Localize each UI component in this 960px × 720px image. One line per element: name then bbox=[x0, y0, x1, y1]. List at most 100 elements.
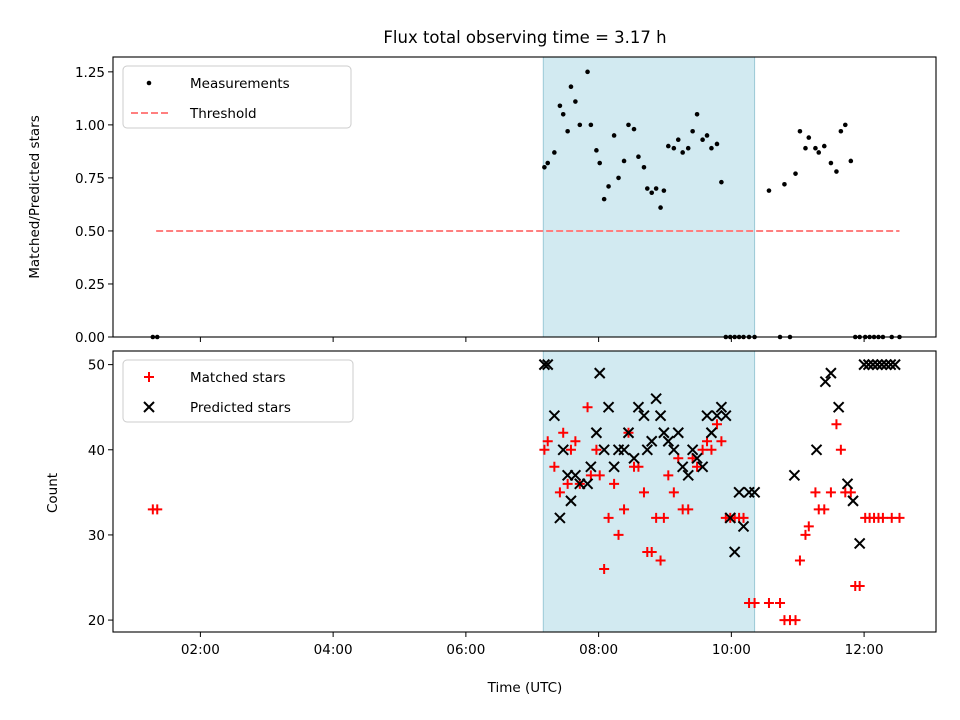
predicted-star-point bbox=[632, 401, 645, 413]
matched-star-point bbox=[565, 444, 576, 455]
matched-star-point bbox=[831, 419, 842, 430]
predicted-star-point bbox=[654, 410, 667, 422]
predicted-star-point bbox=[733, 486, 745, 499]
matched-star-point bbox=[152, 504, 163, 515]
predicted-star-point bbox=[608, 461, 620, 473]
predicted-star-point bbox=[569, 469, 582, 482]
bottom-legend-label: Predicted stars bbox=[190, 400, 291, 416]
measurement-point bbox=[594, 148, 599, 153]
top-legend bbox=[122, 65, 352, 129]
predicted-star-point bbox=[715, 401, 728, 413]
bottom-legend-label: Matched stars bbox=[190, 370, 286, 386]
matched-star-point bbox=[591, 444, 602, 455]
predicted-star-point bbox=[668, 444, 680, 456]
bottom-y-tick-label: 50 bbox=[88, 358, 105, 374]
matched-star-point bbox=[738, 512, 749, 523]
top-legend-label: Measurements bbox=[190, 76, 290, 92]
measurement-point bbox=[545, 160, 551, 166]
matched-star-point bbox=[658, 512, 669, 523]
predicted-star-point bbox=[748, 486, 761, 499]
measurement-point bbox=[621, 158, 627, 164]
measurement-point bbox=[675, 137, 681, 143]
matched-star-point bbox=[835, 444, 846, 455]
matched-star-point bbox=[692, 461, 703, 472]
x-tick-label: 12:00 bbox=[845, 642, 884, 658]
measurement-point bbox=[680, 150, 685, 155]
matched-star-point bbox=[558, 427, 569, 438]
x-tick-label: 10:00 bbox=[712, 642, 751, 658]
bottom-y-tick-label: 20 bbox=[88, 613, 105, 629]
bottom-legend bbox=[122, 359, 354, 423]
top-axes-frame bbox=[112, 56, 937, 338]
matched-star-point bbox=[582, 402, 593, 413]
predicted-star-point bbox=[819, 375, 832, 388]
measurement-point bbox=[666, 143, 671, 149]
top-y-tick-label: 0.75 bbox=[75, 171, 105, 187]
matched-star-point bbox=[594, 470, 605, 481]
measurement-point bbox=[685, 145, 691, 151]
predicted-star-point bbox=[618, 444, 630, 456]
predicted-star-point bbox=[662, 435, 675, 447]
measurement-point bbox=[700, 137, 705, 143]
bottom-panel: 20 30 40 50 02:00 04:00 06:00 08:00 10:00 12:00 Ma… bbox=[88, 350, 937, 658]
chart-title: Flux total observing time = 3.17 h bbox=[383, 28, 666, 47]
predicted-star-point bbox=[862, 358, 875, 371]
matched-star-point bbox=[763, 598, 774, 609]
matched-star-point bbox=[663, 470, 674, 481]
measurement-point bbox=[842, 122, 848, 128]
bottom-y-tick-label: 30 bbox=[88, 528, 105, 544]
predicted-star-point bbox=[788, 469, 801, 482]
measurement-point bbox=[766, 188, 772, 193]
matched-star-point bbox=[845, 487, 856, 498]
measurement-point bbox=[557, 103, 563, 109]
predicted-star-point bbox=[594, 367, 606, 379]
measurement-point bbox=[653, 186, 659, 191]
legend-measurements-marker bbox=[146, 80, 152, 86]
matched-star-point bbox=[613, 529, 624, 540]
measurement-point bbox=[626, 122, 631, 128]
matched-star-point bbox=[603, 512, 614, 523]
measurement-point bbox=[658, 205, 663, 210]
predicted-star-point bbox=[686, 444, 699, 456]
matched-star-point bbox=[585, 470, 596, 481]
matched-star-point bbox=[697, 444, 708, 455]
predicted-star-point bbox=[557, 444, 569, 456]
matched-star-point bbox=[706, 444, 717, 455]
predicted-star-point bbox=[705, 427, 718, 439]
measurement-point bbox=[714, 141, 720, 147]
predicted-star-point bbox=[590, 427, 603, 439]
top-y-tick-label: 0.25 bbox=[75, 277, 105, 293]
predicted-star-point bbox=[691, 452, 703, 464]
predicted-star-point bbox=[724, 512, 736, 524]
measurement-point bbox=[816, 150, 822, 155]
measurement-point bbox=[641, 165, 647, 170]
top-legend-label: Threshold bbox=[189, 106, 257, 122]
measurement-point bbox=[636, 154, 641, 159]
x-axis-label: Time (UTC) bbox=[487, 680, 563, 696]
predicted-star-point bbox=[641, 444, 653, 456]
measurement-point bbox=[616, 175, 621, 181]
predicted-star-point bbox=[538, 358, 551, 371]
predicted-star-point bbox=[737, 520, 750, 533]
predicted-star-point bbox=[581, 478, 594, 490]
top-y-tick-label: 0.50 bbox=[75, 224, 105, 240]
matched-star-point bbox=[554, 487, 565, 498]
predicted-star-point bbox=[889, 358, 901, 371]
measurement-point bbox=[797, 128, 803, 134]
matched-star-point bbox=[749, 598, 760, 609]
predicted-star-point bbox=[871, 358, 884, 371]
measurement-point bbox=[793, 171, 798, 176]
bottom-y-axis-label: Count bbox=[45, 473, 61, 513]
matched-star-point bbox=[638, 487, 649, 498]
top-y-tick-label: 0.00 bbox=[75, 330, 105, 346]
predicted-star-point bbox=[867, 358, 879, 371]
x-tick-label: 06:00 bbox=[446, 642, 485, 658]
matched-star-point bbox=[619, 504, 630, 515]
measurement-point bbox=[719, 179, 724, 185]
measurement-point bbox=[661, 188, 667, 193]
measurement-point bbox=[704, 133, 710, 138]
predicted-star-point bbox=[548, 410, 561, 422]
predicted-star-point bbox=[876, 358, 888, 371]
measurement-point bbox=[577, 122, 583, 128]
